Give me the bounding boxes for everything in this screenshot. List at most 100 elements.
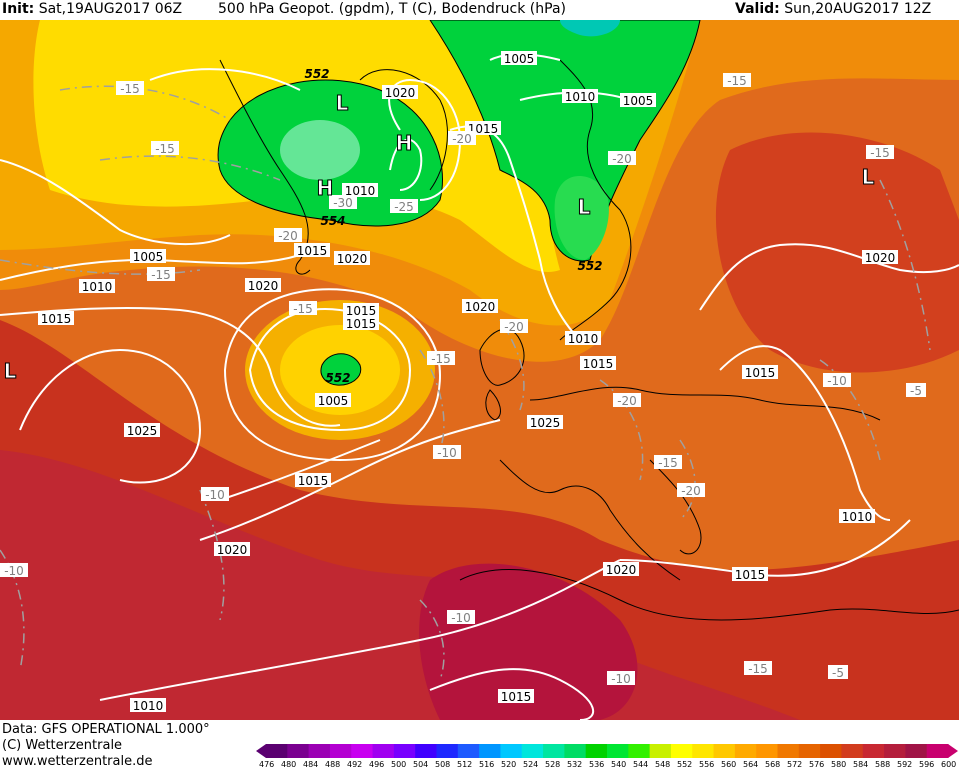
colorbar-label: 564 bbox=[743, 760, 759, 769]
colorbar-label: 584 bbox=[853, 760, 869, 769]
pressure-label-box bbox=[501, 51, 537, 65]
geopotential-label: 552 bbox=[577, 259, 602, 273]
pressure-label: 1025 bbox=[127, 424, 158, 438]
isotherm-12 bbox=[419, 599, 445, 681]
pressure-label-box bbox=[334, 251, 370, 265]
pressure-label-box bbox=[124, 423, 160, 437]
temperature-label-box bbox=[723, 73, 751, 87]
temperature-label-box bbox=[677, 483, 705, 497]
colorbar-label: 580 bbox=[831, 760, 847, 769]
temperature-label-box bbox=[390, 199, 418, 213]
pressure-label-box bbox=[342, 183, 378, 197]
pressure-label: 1025 bbox=[530, 416, 561, 430]
colorbar-swatch bbox=[415, 744, 437, 758]
field-green-cutoff bbox=[320, 353, 362, 386]
low-pressure-center: L bbox=[578, 195, 591, 219]
coast-greenland bbox=[219, 59, 311, 275]
temperature-label: -15 bbox=[658, 456, 678, 470]
pressure-label: 1020 bbox=[337, 252, 368, 266]
colorbar-swatch bbox=[479, 744, 501, 758]
isotherm-3 bbox=[0, 259, 201, 275]
valid-label: Valid: bbox=[735, 1, 780, 17]
map-title: 500 hPa Geopot. (gpdm), T (C), Bodendruc… bbox=[218, 1, 566, 17]
temperature-label: -20 bbox=[612, 152, 632, 166]
pressure-label: 1015 bbox=[346, 317, 377, 331]
pressure-label: 1005 bbox=[504, 52, 535, 66]
data-source: Data: GFS OPERATIONAL 1.000° bbox=[2, 722, 210, 737]
temperature-label: -25 bbox=[394, 200, 414, 214]
pressure-label-box bbox=[294, 243, 330, 257]
pressure-label-box bbox=[839, 509, 875, 523]
temperature-label-box bbox=[744, 661, 772, 675]
isobar-1015-cutoff bbox=[223, 288, 442, 462]
colorbar-label: 508 bbox=[435, 760, 451, 769]
temperature-label: -20 bbox=[278, 229, 298, 243]
temperature-label-box bbox=[201, 487, 229, 501]
pressure-label-box bbox=[742, 365, 778, 379]
low-pressure-center: L bbox=[4, 359, 17, 383]
low-pressure-center: L bbox=[862, 165, 875, 189]
temperature-label-box bbox=[654, 455, 682, 469]
temperature-label-box bbox=[866, 145, 894, 159]
pressure-label: 1020 bbox=[217, 543, 248, 557]
temperature-label: -15 bbox=[727, 74, 747, 88]
pressure-label-box bbox=[382, 85, 418, 99]
isobar-1020-mid bbox=[199, 419, 501, 541]
coast-continent bbox=[529, 386, 881, 421]
colorbar-swatch bbox=[436, 744, 459, 758]
temperature-label: -10 bbox=[611, 672, 631, 686]
colorbar-swatch bbox=[329, 744, 352, 758]
temperature-label: -15 bbox=[870, 146, 890, 160]
colorbar-swatch bbox=[926, 744, 949, 758]
temperature-label-box bbox=[147, 267, 175, 281]
field-greenland-core bbox=[280, 120, 360, 180]
pressure-label: 1020 bbox=[606, 563, 637, 577]
pressure-label-box bbox=[295, 473, 331, 487]
pressure-label: 1015 bbox=[501, 690, 532, 704]
colorbar-label: 560 bbox=[721, 760, 737, 769]
colorbar-right-arrow bbox=[948, 744, 958, 758]
pressure-label-box bbox=[527, 415, 563, 429]
pressure-label-box bbox=[79, 279, 115, 293]
colorbar-swatch bbox=[884, 744, 906, 758]
init-label: Init: bbox=[2, 1, 35, 17]
pressure-label-box bbox=[38, 311, 74, 325]
geopotential-label: 554 bbox=[320, 214, 345, 228]
colorbar-label: 540 bbox=[611, 760, 627, 769]
pressure-label: 1015 bbox=[41, 312, 72, 326]
colorbar-label: 516 bbox=[479, 760, 495, 769]
temperature-label: -10 bbox=[437, 446, 457, 460]
pressure-label-box bbox=[580, 356, 616, 370]
colorbar-swatch bbox=[820, 744, 842, 758]
pressure-label-box bbox=[862, 250, 898, 264]
temperature-label: -20 bbox=[452, 132, 472, 146]
temperature-label: -15 bbox=[120, 82, 140, 96]
pressure-label-box bbox=[732, 567, 768, 581]
isobar-1020-east bbox=[699, 243, 959, 311]
pressure-label: 1020 bbox=[385, 86, 416, 100]
valid-value: Sun,20AUG2017 12Z bbox=[784, 1, 932, 17]
colorbar-swatch bbox=[692, 744, 715, 758]
temperature-label-box bbox=[116, 81, 144, 95]
isotherm-4 bbox=[419, 349, 445, 451]
isobar-1020-nw bbox=[149, 68, 301, 91]
colorbar-label: 480 bbox=[281, 760, 297, 769]
geopotential-label: 552 bbox=[325, 371, 350, 385]
temperature-label-box bbox=[274, 228, 302, 242]
colorbar-label: 528 bbox=[545, 760, 561, 769]
temperature-label-box bbox=[447, 610, 475, 624]
temperature-label-box bbox=[500, 319, 528, 333]
colorbar-label: 596 bbox=[919, 760, 935, 769]
pressure-label: 1015 bbox=[583, 357, 614, 371]
isotherm-5 bbox=[499, 319, 525, 411]
colorbar-swatch bbox=[521, 744, 544, 758]
colorbar-swatch bbox=[841, 744, 864, 758]
pressure-label: 1005 bbox=[133, 250, 164, 264]
pressure-label-box bbox=[462, 299, 498, 313]
colorbar-label: 496 bbox=[369, 760, 385, 769]
pressure-label: 1015 bbox=[745, 366, 776, 380]
coast-italy bbox=[649, 459, 702, 555]
temperature-label-box bbox=[433, 445, 461, 459]
isobar-1015-east bbox=[719, 345, 891, 521]
pressure-label: 1010 bbox=[345, 184, 376, 198]
